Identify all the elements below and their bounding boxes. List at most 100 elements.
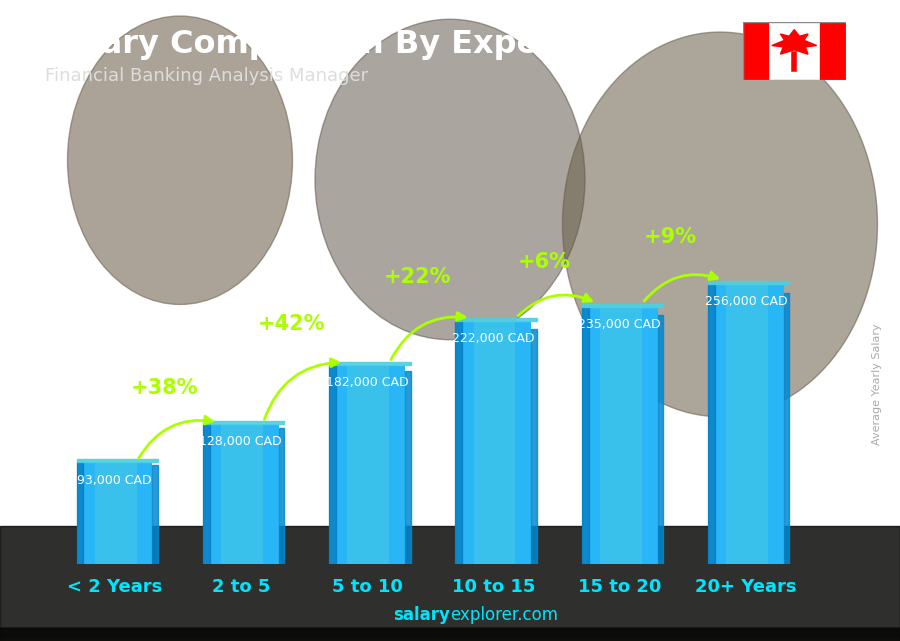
Text: +38%: +38%: [131, 378, 199, 398]
Bar: [0, 629, 900, 636]
Bar: [0, 629, 900, 635]
Text: +6%: +6%: [518, 252, 571, 272]
Bar: [0, 629, 900, 636]
FancyBboxPatch shape: [347, 365, 389, 564]
Bar: [0, 635, 900, 641]
Bar: [531, 329, 537, 564]
Bar: [0, 628, 900, 635]
Bar: [0, 632, 900, 638]
Bar: [0, 633, 900, 640]
Bar: [0, 629, 900, 635]
Bar: [0, 629, 900, 635]
Bar: [0, 631, 900, 638]
Bar: [0, 630, 900, 637]
Bar: [0, 526, 900, 641]
Bar: [0, 633, 900, 639]
Bar: [0, 630, 900, 637]
Bar: [0, 631, 900, 637]
Bar: [0, 634, 900, 640]
Bar: [76, 462, 84, 564]
Bar: [0, 633, 900, 640]
Text: 235,000 CAD: 235,000 CAD: [579, 319, 661, 331]
Bar: [0, 631, 900, 638]
Bar: [0, 633, 900, 639]
Bar: [0, 631, 900, 637]
FancyBboxPatch shape: [202, 424, 279, 564]
Bar: [0, 629, 900, 635]
Bar: [76, 460, 158, 462]
Ellipse shape: [68, 16, 292, 304]
Bar: [0, 631, 900, 638]
Bar: [0, 629, 900, 636]
Bar: [0, 633, 900, 640]
Bar: [0, 632, 900, 638]
Text: +42%: +42%: [257, 314, 325, 334]
FancyBboxPatch shape: [600, 307, 642, 564]
Bar: [0, 635, 900, 641]
Text: Average Yearly Salary: Average Yearly Salary: [872, 324, 883, 445]
Bar: [0, 633, 900, 639]
Bar: [0, 630, 900, 637]
Bar: [0, 632, 900, 638]
Bar: [152, 465, 158, 564]
FancyBboxPatch shape: [726, 284, 768, 564]
FancyBboxPatch shape: [708, 284, 784, 564]
Bar: [0, 629, 900, 635]
Bar: [0, 633, 900, 639]
Bar: [0, 632, 900, 638]
Bar: [0, 632, 900, 638]
Bar: [0, 629, 900, 635]
Bar: [708, 284, 715, 564]
Bar: [0, 633, 900, 639]
Bar: [0, 634, 900, 640]
Polygon shape: [772, 29, 816, 54]
Bar: [0, 630, 900, 637]
Bar: [0, 630, 900, 637]
Bar: [0, 634, 900, 640]
Bar: [0, 631, 900, 638]
Bar: [0, 633, 900, 639]
Bar: [0, 632, 900, 638]
Bar: [0, 631, 900, 637]
Bar: [0, 633, 900, 640]
Bar: [0, 631, 900, 637]
Bar: [0, 634, 900, 640]
Bar: [0, 632, 900, 638]
Bar: [742, 22, 769, 80]
Text: +22%: +22%: [383, 267, 451, 287]
Bar: [0, 629, 900, 636]
Bar: [0, 632, 900, 638]
Bar: [0, 633, 900, 640]
Bar: [405, 371, 410, 564]
Bar: [0, 633, 900, 640]
Text: 222,000 CAD: 222,000 CAD: [452, 333, 535, 345]
Bar: [0, 633, 900, 640]
Bar: [0, 628, 900, 635]
Bar: [0, 633, 900, 640]
Bar: [0, 631, 900, 637]
Bar: [0, 629, 900, 636]
Bar: [0, 633, 900, 639]
Bar: [581, 304, 663, 307]
Bar: [0, 631, 900, 637]
Bar: [0, 629, 900, 635]
Bar: [0, 634, 900, 640]
Bar: [0, 635, 900, 641]
FancyBboxPatch shape: [94, 462, 137, 564]
Bar: [0, 629, 900, 636]
Bar: [0, 635, 900, 641]
Bar: [0, 629, 900, 636]
Bar: [0, 634, 900, 640]
Bar: [658, 315, 663, 564]
Text: 256,000 CAD: 256,000 CAD: [705, 296, 788, 308]
Ellipse shape: [562, 32, 878, 417]
Text: explorer.com: explorer.com: [450, 606, 558, 624]
Bar: [0, 629, 900, 635]
Text: Financial Banking Analysis Manager: Financial Banking Analysis Manager: [45, 67, 368, 85]
Bar: [0, 631, 900, 637]
Bar: [329, 365, 336, 564]
Bar: [0, 629, 900, 636]
FancyBboxPatch shape: [473, 321, 516, 564]
Bar: [0, 631, 900, 638]
Text: salary: salary: [393, 606, 450, 624]
